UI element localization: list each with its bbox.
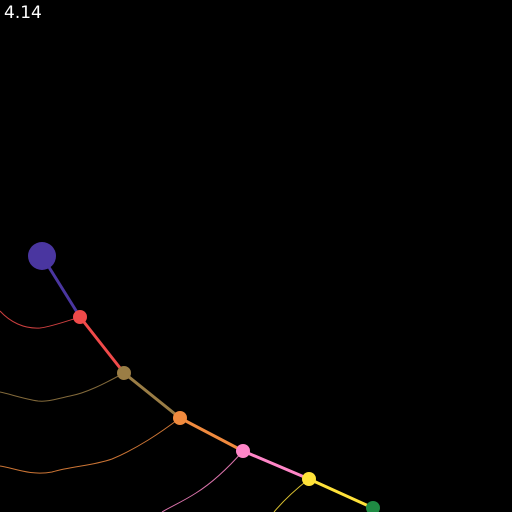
- bob-5[interactable]: [302, 472, 316, 486]
- bobs-layer: [28, 242, 380, 512]
- trail-bob-2: [0, 372, 125, 402]
- bob-4[interactable]: [236, 444, 250, 458]
- trail-bob-3: [0, 417, 181, 474]
- segment-4: [178, 416, 245, 453]
- time-readout: 4.14: [4, 3, 42, 23]
- segment-6: [307, 477, 375, 510]
- bob-1[interactable]: [73, 310, 87, 324]
- anchor-bob[interactable]: [28, 242, 56, 270]
- segment-2: [78, 315, 126, 375]
- trail-bob-5: [273, 478, 310, 512]
- segment-5: [241, 449, 311, 481]
- bob-6[interactable]: [366, 501, 380, 512]
- trails-layer: [0, 310, 310, 512]
- bob-3[interactable]: [173, 411, 187, 425]
- trail-bob-1: [0, 310, 81, 329]
- bob-2[interactable]: [117, 366, 131, 380]
- segments-layer: [40, 254, 375, 510]
- trail-bob-4: [161, 450, 244, 512]
- segment-3: [122, 371, 182, 420]
